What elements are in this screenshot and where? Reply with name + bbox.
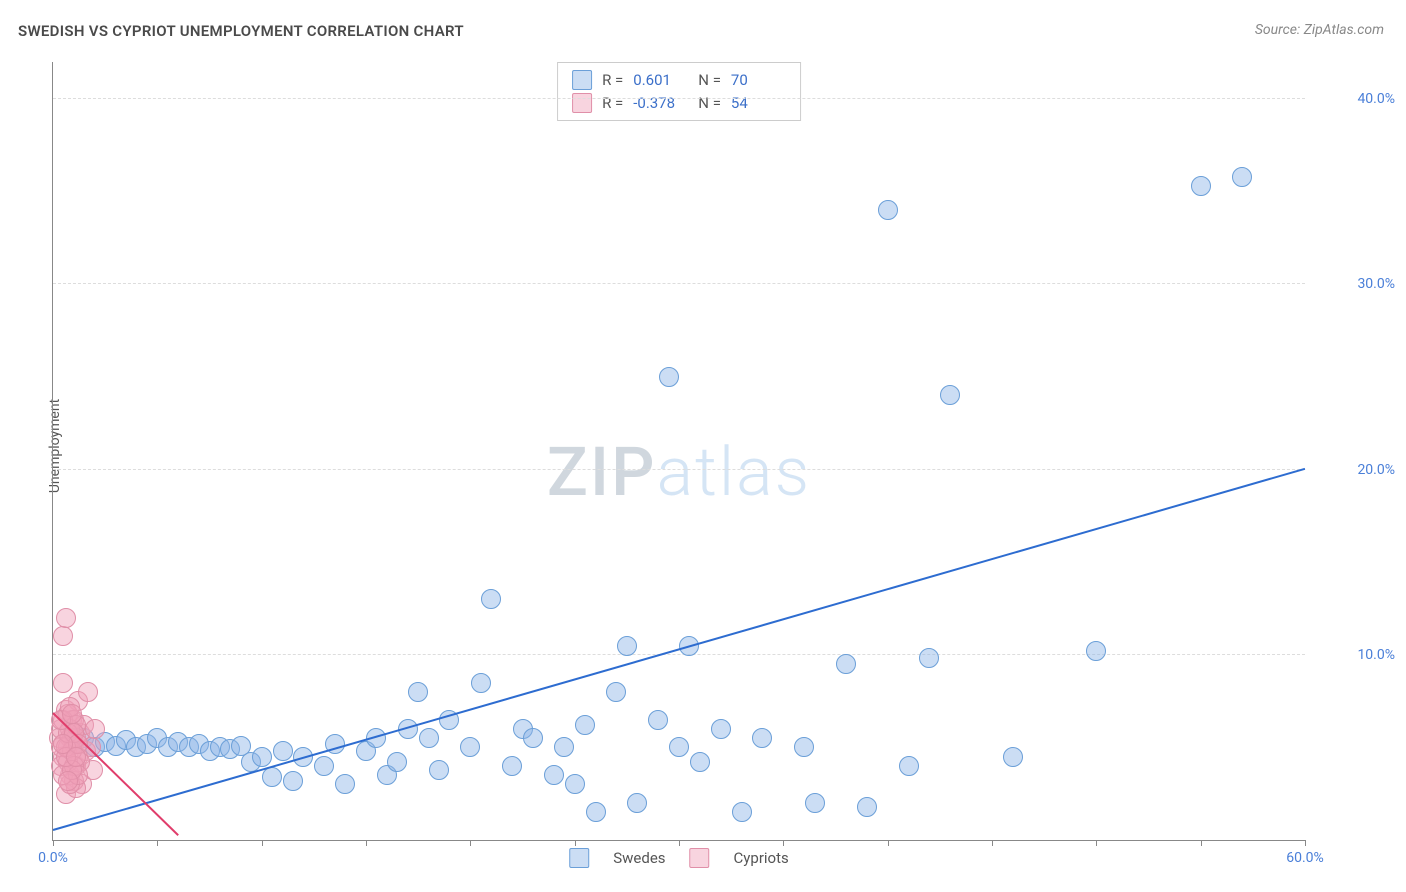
data-point <box>85 719 105 739</box>
data-point <box>429 760 449 780</box>
xtick <box>53 840 54 846</box>
xtick <box>1201 840 1202 846</box>
data-point <box>627 793 647 813</box>
gridline <box>53 283 1305 284</box>
data-point <box>565 774 585 794</box>
data-point <box>690 752 710 772</box>
data-point <box>878 200 898 220</box>
legend-swatch-cypriots <box>690 848 710 868</box>
chart-title: SWEDISH VS CYPRIOT UNEMPLOYMENT CORRELAT… <box>18 22 464 40</box>
data-point <box>523 728 543 748</box>
data-point <box>66 747 86 767</box>
data-point <box>273 741 293 761</box>
ytick-label: 40.0% <box>1315 91 1395 107</box>
data-point <box>481 589 501 609</box>
data-point <box>1191 176 1211 196</box>
xtick <box>679 840 680 846</box>
gridline <box>53 98 1305 99</box>
stats-row-cypriots: R = -0.378 N = 54 <box>572 92 786 115</box>
data-point <box>53 626 73 646</box>
xtick <box>470 840 471 846</box>
gridline <box>53 654 1305 655</box>
legend-label-swedes: Swedes <box>613 849 665 867</box>
data-point <box>387 752 407 772</box>
data-point <box>648 710 668 730</box>
data-point <box>502 756 522 776</box>
data-point <box>78 682 98 702</box>
ytick-label: 20.0% <box>1315 462 1395 478</box>
data-point <box>53 673 73 693</box>
r-value-swedes: 0.601 <box>633 69 688 92</box>
xtick-label: 60.0% <box>1286 850 1324 866</box>
xtick <box>575 840 576 846</box>
swatch-swedes <box>572 70 592 90</box>
data-point <box>606 682 626 702</box>
correlation-stats-legend: R = 0.601 N = 70 R = -0.378 N = 54 <box>557 62 801 121</box>
xtick-label: 0.0% <box>38 850 68 866</box>
data-point <box>919 648 939 668</box>
legend-label-cypriots: Cypriots <box>734 849 789 867</box>
r-value-cypriots: -0.378 <box>633 92 688 115</box>
watermark-atlas: atlas <box>657 432 812 512</box>
data-point <box>58 771 78 791</box>
n-value-swedes: 70 <box>731 69 786 92</box>
xtick <box>1096 840 1097 846</box>
watermark-zip: ZIP <box>547 432 657 512</box>
data-point <box>586 802 606 822</box>
data-point <box>252 747 272 767</box>
legend-swatch-swedes <box>569 848 589 868</box>
data-point <box>805 793 825 813</box>
data-point <box>262 767 282 787</box>
data-point <box>460 737 480 757</box>
data-point <box>1086 641 1106 661</box>
data-point <box>471 673 491 693</box>
series-legend: Swedes Cypriots <box>569 848 789 868</box>
data-point <box>794 737 814 757</box>
data-point <box>1003 747 1023 767</box>
n-label: N = <box>698 92 721 115</box>
data-point <box>899 756 919 776</box>
data-point <box>732 802 752 822</box>
watermark: ZIPatlas <box>547 432 811 512</box>
xtick <box>783 840 784 846</box>
gridline <box>53 469 1305 470</box>
xtick <box>366 840 367 846</box>
data-point <box>283 771 303 791</box>
n-value-cypriots: 54 <box>731 92 786 115</box>
data-point <box>1232 167 1252 187</box>
n-label: N = <box>698 69 721 92</box>
ytick-label: 30.0% <box>1315 276 1395 292</box>
data-point <box>857 797 877 817</box>
data-point <box>836 654 856 674</box>
data-point <box>575 715 595 735</box>
xtick <box>888 840 889 846</box>
xtick <box>1305 840 1306 846</box>
data-point <box>335 774 355 794</box>
data-point <box>659 367 679 387</box>
xtick <box>157 840 158 846</box>
swatch-cypriots <box>572 93 592 113</box>
data-point <box>408 682 428 702</box>
xtick <box>262 840 263 846</box>
data-point <box>752 728 772 748</box>
data-point <box>419 728 439 748</box>
chart-plot-area: ZIPatlas R = 0.601 N = 70 R = -0.378 N =… <box>52 62 1305 841</box>
data-point <box>711 719 731 739</box>
r-label: R = <box>602 69 623 92</box>
data-point <box>544 765 564 785</box>
data-point <box>940 385 960 405</box>
data-point <box>554 737 574 757</box>
source-attribution: Source: ZipAtlas.com <box>1255 22 1384 38</box>
ytick-label: 10.0% <box>1315 647 1395 663</box>
data-point <box>669 737 689 757</box>
data-point <box>56 608 76 628</box>
stats-row-swedes: R = 0.601 N = 70 <box>572 69 786 92</box>
r-label: R = <box>602 92 623 115</box>
data-point <box>62 704 82 724</box>
data-point <box>617 636 637 656</box>
trend-line <box>53 468 1306 831</box>
data-point <box>314 756 334 776</box>
xtick <box>992 840 993 846</box>
